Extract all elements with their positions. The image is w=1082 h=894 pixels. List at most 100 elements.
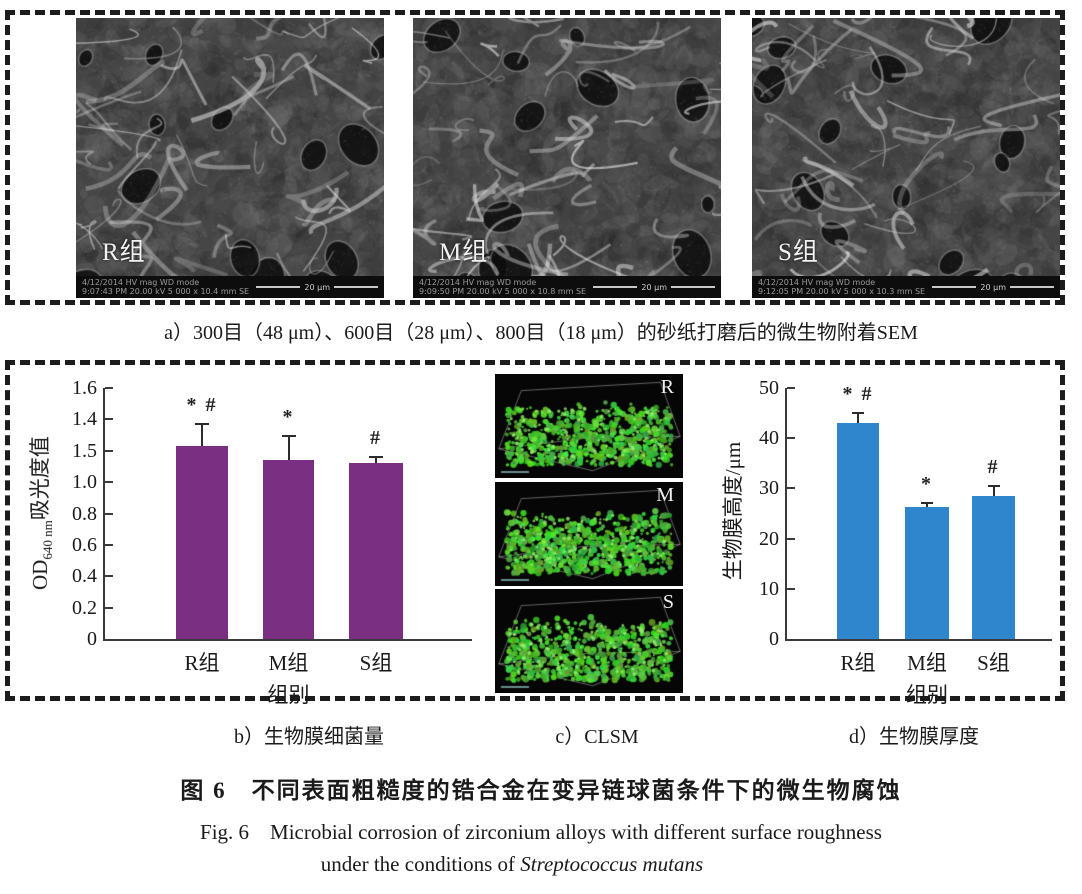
scalebar-label: 20 μm: [980, 282, 1006, 292]
caption-panel-c: c）CLSM: [555, 726, 639, 748]
error-bar: [992, 486, 995, 496]
sem-meta-row2: 9:07:43 PM 20.00 kV 5 000 x 10.4 mm SE: [82, 287, 250, 296]
scalebar-line: [1010, 286, 1054, 288]
error-bar: [287, 436, 290, 460]
chart-panel-group: 0 0.2 0.4 0.6 0.8 1.0 1.5 1.4 1.6 * # R组 * M组 # S组 组别 O…: [5, 360, 1065, 707]
scalebar-line: [932, 286, 977, 288]
figure-title-english-line2-prefix: under the conditions of: [320, 852, 521, 876]
clsm-canvas: [495, 482, 683, 586]
error-bar-cap: [369, 456, 383, 458]
sem-metadata-bar: 4/12/2014 HV mag WD mode 9:07:43 PM 20.0…: [76, 276, 384, 298]
scalebar-label: 20 μm: [304, 282, 330, 292]
chart-d-y-axis-label: 生物膜高度/μm: [721, 441, 745, 581]
y-axis-tick: [105, 606, 113, 609]
x-category-label: R组: [840, 651, 876, 675]
chart-d-plot-area: 0 10 20 30 40 50 * # R组 * M组 # S组 组别: [759, 377, 1052, 707]
sem-image-r: R组 4/12/2014 HV mag WD mode 9:07:43 PM 2…: [76, 18, 384, 298]
x-category-label: R组: [184, 651, 220, 675]
bar-M组: [905, 507, 949, 639]
sem-group-label: R组: [102, 239, 146, 266]
y-axis-tick-label: 50: [759, 377, 779, 399]
error-bar-cap: [921, 502, 933, 504]
y-axis-tick: [105, 575, 113, 578]
caption-panel-d: d）生物膜厚度: [849, 726, 979, 748]
sem-meta-row2: 9:12:05 PM 20.00 kV 5 000 x 10.3 mm SE: [758, 287, 926, 296]
x-category-label: S组: [977, 651, 1010, 675]
bar-R组: [837, 423, 879, 639]
error-bar: [375, 457, 377, 463]
scalebar-line: [671, 286, 715, 288]
x-category-label: S组: [359, 651, 393, 675]
significance-annotation: *: [282, 406, 295, 428]
caption-panel-b: b）生物膜细菌量: [234, 726, 384, 748]
clsm-label: S: [662, 591, 674, 613]
error-bar: [857, 413, 859, 423]
clsm-canvas: [495, 589, 683, 693]
y-axis-tick: [787, 487, 795, 490]
scalebar-line: [593, 286, 638, 288]
figure-title-english-line1: Fig. 6 Microbial corrosion of zirconium …: [200, 820, 882, 844]
sem-image-m: M组 4/12/2014 HV mag WD mode 9:09:50 PM 2…: [413, 18, 721, 298]
scalebar-label: 20 μm: [641, 282, 667, 292]
x-category-label: M组: [268, 651, 309, 675]
y-axis-tick: [105, 418, 113, 421]
sem-scalebar: 20 μm: [256, 283, 378, 292]
sem-micrograph-canvas: [752, 18, 1060, 298]
error-bar-cap: [987, 485, 1000, 487]
y-axis-tick: [787, 387, 795, 389]
significance-annotation: #: [987, 456, 1000, 478]
y-axis-tick: [105, 449, 113, 452]
significance-annotation: *: [921, 473, 933, 495]
caption-panel-a: a）300目（48 μm）、600目（28 μm）、800目（18 μm）的砂纸…: [164, 322, 918, 344]
clsm-label: M: [656, 484, 674, 506]
sem-image-s: S组 4/12/2014 HV mag WD mode 9:12:05 PM 2…: [752, 18, 1060, 298]
y-axis-tick: [105, 543, 113, 546]
sem-group-label: S组: [778, 239, 819, 266]
y-axis-tick: [105, 387, 113, 389]
bar-S组: [349, 463, 403, 639]
scalebar-line: [334, 286, 378, 288]
sem-scalebar: 20 μm: [593, 283, 715, 292]
bar-M组: [263, 460, 314, 639]
clsm-image-r: R: [495, 374, 683, 478]
sem-metadata-text: 4/12/2014 HV mag WD mode 9:12:05 PM 20.0…: [758, 278, 925, 296]
error-bar-cap: [281, 435, 296, 437]
y-axis-tick: [105, 512, 113, 515]
chart-b-plot-area: 0 0.2 0.4 0.6 0.8 1.0 1.5 1.4 1.6 * # R组 * M组 # S组 组别: [72, 377, 472, 707]
figure-title-chinese: 图 6 不同表面粗糙度的锆合金在变异链球菌条件下的微生物腐蚀: [180, 778, 902, 803]
sem-metadata-text: 4/12/2014 HV mag WD mode 9:09:50 PM 20.0…: [419, 278, 586, 296]
species-name-italic: Streptococcus mutans: [520, 852, 704, 876]
sem-group-label: M组: [439, 239, 489, 266]
y-axis-tick: [105, 481, 113, 484]
error-bar-cap: [195, 423, 209, 425]
sem-micrograph-canvas: [76, 18, 384, 298]
x-axis-label: 组别: [906, 683, 948, 707]
bar-R组: [176, 446, 228, 639]
sem-metadata-text: 4/12/2014 HV mag WD mode 9:07:43 PM 20.0…: [82, 278, 249, 296]
clsm-image-s: S: [495, 589, 683, 693]
significance-annotation: * #: [186, 394, 218, 416]
significance-annotation: * #: [842, 383, 874, 405]
scalebar-line: [256, 286, 301, 288]
sem-metadata-bar: 4/12/2014 HV mag WD mode 9:09:50 PM 20.0…: [413, 276, 721, 298]
sem-scalebar: 20 μm: [932, 283, 1054, 292]
sem-meta-row1: 4/12/2014 HV mag WD mode: [419, 278, 537, 287]
y-axis-tick-label: 0: [769, 628, 779, 650]
significance-annotation: #: [370, 427, 382, 449]
error-bar-cap: [852, 412, 864, 414]
figure-title-english-line2: under the conditions of Streptococcus mu…: [0, 852, 1082, 877]
y-axis-tick: [787, 437, 795, 440]
y-axis-tick: [787, 537, 795, 540]
sem-meta-row2: 9:09:50 PM 20.00 kV 5 000 x 10.8 mm SE: [419, 287, 587, 296]
sem-metadata-bar: 4/12/2014 HV mag WD mode 9:12:05 PM 20.0…: [752, 276, 1060, 298]
clsm-label: R: [660, 376, 674, 398]
x-category-label: M组: [907, 651, 947, 675]
x-axis-label: 组别: [267, 683, 310, 707]
bar-S组: [972, 496, 1015, 639]
y-axis-tick: [787, 587, 795, 590]
error-bar: [926, 503, 928, 507]
chart-b-y-axis-label: OD640 nm吸光度值: [27, 436, 56, 590]
sem-panel-group: R组 4/12/2014 HV mag WD mode 9:07:43 PM 2…: [5, 10, 1065, 305]
clsm-image-m: M: [495, 482, 683, 586]
